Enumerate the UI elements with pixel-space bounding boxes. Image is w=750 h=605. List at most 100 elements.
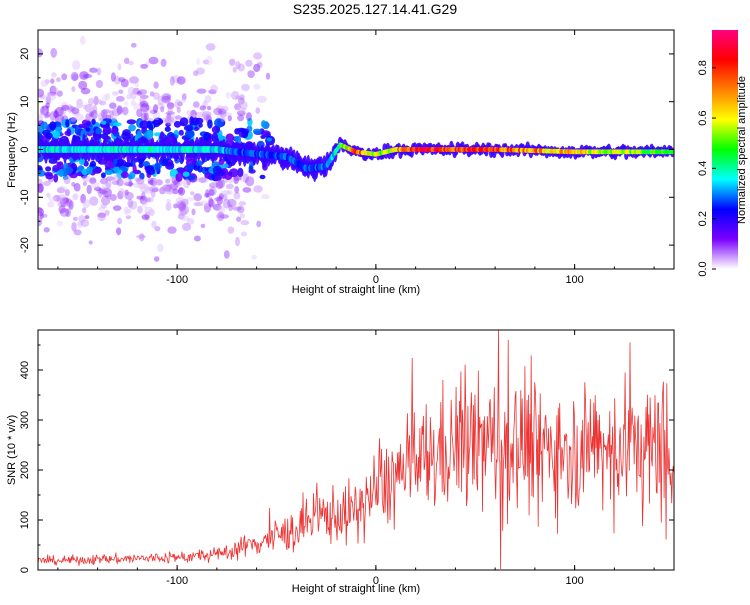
spectral-blob [167, 183, 174, 193]
snr-y-ticks: 0 100 200 300 400 [19, 344, 674, 573]
y-tick-label: 0 [19, 567, 31, 573]
spectral-blob [225, 91, 232, 99]
spectral-blob [65, 119, 70, 128]
spectral-blob [162, 184, 172, 192]
spectral-blob [176, 106, 181, 114]
spectral-blob [233, 175, 239, 185]
spectral-blob [116, 106, 125, 114]
spectral-blob [117, 190, 124, 200]
spectral-blob [115, 159, 125, 167]
spectral-blob [127, 198, 134, 208]
spectral-blob [154, 162, 161, 172]
x-tick-label: 100 [565, 274, 583, 286]
spectral-blob [43, 181, 51, 186]
spectral-blob [205, 43, 216, 51]
spectral-blob [46, 192, 51, 198]
y-tick-label: 300 [19, 411, 31, 429]
spectral-blob [78, 123, 88, 129]
spectral-blob [71, 181, 76, 187]
spectral-blob [169, 76, 175, 86]
spectral-blob [164, 118, 172, 123]
x-tick-label: -100 [166, 274, 188, 286]
colorbar: 0.0 0.2 0.4 0.6 0.8 Normalized spectral ampl… [697, 30, 748, 277]
spectral-blob [140, 112, 147, 123]
y-tick-label: 0 [19, 146, 31, 152]
spectral-blob [216, 195, 223, 205]
spectral-blob [129, 76, 139, 84]
spectral-blob [225, 133, 235, 143]
colorbar-tick-label: 0.2 [697, 211, 709, 226]
spectral-blob [44, 132, 53, 140]
spectral-blob [113, 174, 122, 183]
spectral-blob [38, 206, 43, 214]
spectral-blob [92, 104, 98, 114]
spectral-blob [71, 222, 77, 232]
spectral-blob [149, 91, 155, 97]
spectral-blob [253, 83, 261, 90]
spectral-blob [239, 94, 245, 101]
spectral-blob [178, 129, 184, 136]
spectral-blob [171, 75, 181, 84]
spectral-blob [214, 175, 222, 181]
spectral-blob [175, 196, 185, 206]
spectral-blob [101, 182, 111, 192]
spectral-blob [74, 114, 84, 121]
spectral-blob [58, 169, 64, 177]
spectral-blob [127, 86, 136, 96]
spectral-blob [228, 204, 233, 212]
spectral-blob [253, 185, 263, 193]
y-tick-label: 10 [19, 96, 31, 108]
spectral-blob [59, 208, 70, 217]
spectral-blob [38, 170, 46, 177]
spectral-blob [245, 59, 253, 67]
spectral-blob [116, 178, 124, 187]
spectral-blob [160, 105, 165, 113]
spectral-blob [78, 215, 86, 223]
spectral-blob [124, 189, 129, 196]
spectral-blob [182, 171, 190, 177]
spectral-blob [53, 110, 59, 119]
spectral-blob [41, 95, 51, 100]
spectral-blob [72, 216, 78, 221]
spectral-blob [218, 193, 224, 200]
spectral-blob [145, 61, 150, 66]
spectral-blob [178, 202, 186, 212]
colorbar-tick-label: 0.0 [697, 261, 709, 276]
spectral-blob [112, 122, 122, 127]
spectral-blob [207, 119, 213, 129]
spectral-blob [46, 95, 51, 105]
spectral-blob [237, 167, 244, 178]
spectral-blob [105, 114, 112, 120]
spectral-blob [209, 182, 219, 188]
spectral-blob [165, 184, 172, 192]
spectral-blob [115, 95, 125, 102]
spectral-blob [39, 108, 45, 116]
spectral-blob [177, 187, 186, 196]
snr-series-line [38, 330, 674, 570]
spectral-blob [183, 125, 194, 132]
spectral-blob [98, 188, 103, 198]
spectral-blob [104, 93, 111, 101]
spectral-blob [121, 132, 131, 140]
spectral-blob [139, 233, 145, 242]
spectral-blob [111, 108, 121, 117]
spectral-blob [226, 190, 233, 195]
spectral-blob [183, 178, 190, 189]
spectral-blob [174, 99, 181, 109]
spectral-blob [169, 175, 176, 182]
spectral-blob [178, 208, 188, 217]
spectral-blob [132, 87, 140, 95]
spectral-blob [43, 114, 50, 119]
spectral-blob [237, 110, 246, 116]
spectral-blob [40, 105, 49, 115]
spectral-blob [45, 95, 52, 105]
spectral-blob [154, 226, 161, 232]
spectral-blob [67, 104, 73, 113]
figure-title: S235.2025.127.14.41.G29 [293, 1, 457, 17]
spectral-blob [47, 92, 57, 101]
spectral-blob [82, 104, 87, 110]
spectral-blob [89, 196, 99, 206]
spectral-blob [191, 208, 196, 216]
spectral-blob [202, 100, 208, 109]
spectral-blob [56, 197, 66, 202]
